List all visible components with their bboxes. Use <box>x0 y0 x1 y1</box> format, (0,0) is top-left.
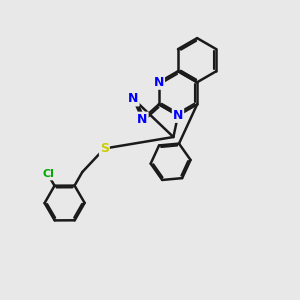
Text: N: N <box>154 76 164 89</box>
Text: Cl: Cl <box>42 169 54 179</box>
Text: S: S <box>100 142 109 155</box>
Text: N: N <box>128 92 139 106</box>
Text: N: N <box>137 112 148 126</box>
Text: N: N <box>173 109 183 122</box>
